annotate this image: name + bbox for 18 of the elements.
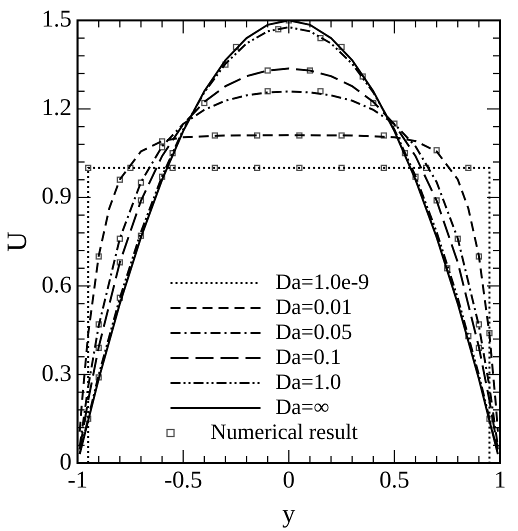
- y-axis-title: U: [2, 232, 34, 252]
- x-tick-label: 0.5: [379, 468, 410, 494]
- y-tick-label: 0.6: [42, 272, 72, 298]
- y-tick-label: 1.5: [42, 6, 72, 33]
- legend-label: Da=0.1: [276, 344, 342, 369]
- legend-label: Da=0.05: [276, 318, 352, 344]
- legend-label: Numerical result: [210, 418, 358, 444]
- x-tick-label: 0: [282, 468, 295, 494]
- legend-label: Da=0.01: [276, 294, 352, 319]
- legend-label: Da=1.0: [276, 368, 342, 394]
- x-axis-title: y: [282, 499, 296, 528]
- y-tick-label: 0.3: [42, 360, 72, 387]
- x-tick-label: 1: [494, 468, 506, 494]
- legend-label: Da=∞: [276, 394, 330, 419]
- y-tick-label: 0.9: [42, 184, 72, 210]
- y-tick-label: 1.2: [42, 95, 72, 122]
- x-tick-label: -0.5: [164, 468, 202, 494]
- legend-label: Da=1.0e-9: [276, 268, 370, 294]
